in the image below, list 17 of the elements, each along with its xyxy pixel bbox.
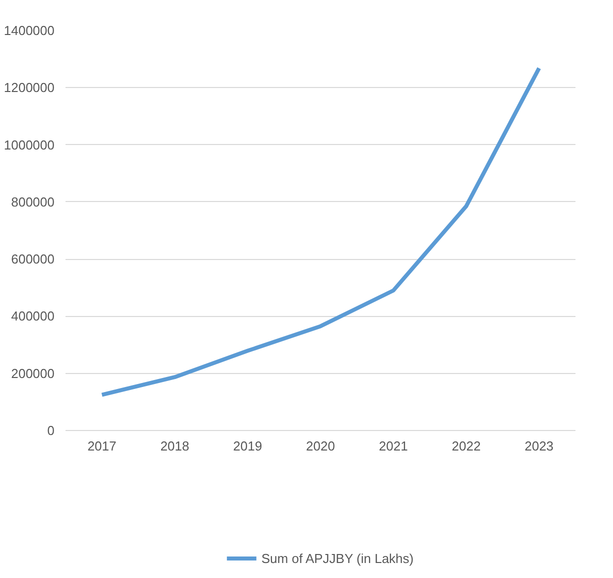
y-tick-label: 600000 xyxy=(11,252,55,267)
y-tick-label: 200000 xyxy=(11,366,55,381)
x-tick-label: 2023 xyxy=(524,438,554,454)
y-tick-label: 800000 xyxy=(11,194,55,210)
legend-label: Sum of APJJBY (in Lakhs) xyxy=(261,550,414,566)
x-tick-label: 2018 xyxy=(160,438,190,454)
x-tick-label: 2020 xyxy=(306,438,335,454)
y-tick-label: 0 xyxy=(47,423,55,438)
x-tick-label: 2019 xyxy=(233,438,262,454)
x-tick-label: 2017 xyxy=(87,438,116,454)
y-tick-label: 1200000 xyxy=(4,80,55,96)
y-tick-label: 1400000 xyxy=(4,23,55,38)
y-tick-label: 1000000 xyxy=(4,137,55,152)
x-tick-label: 2021 xyxy=(378,438,408,454)
y-tick-label: 400000 xyxy=(11,308,55,324)
x-tick-label: 2022 xyxy=(452,438,481,454)
line-series xyxy=(100,66,542,397)
